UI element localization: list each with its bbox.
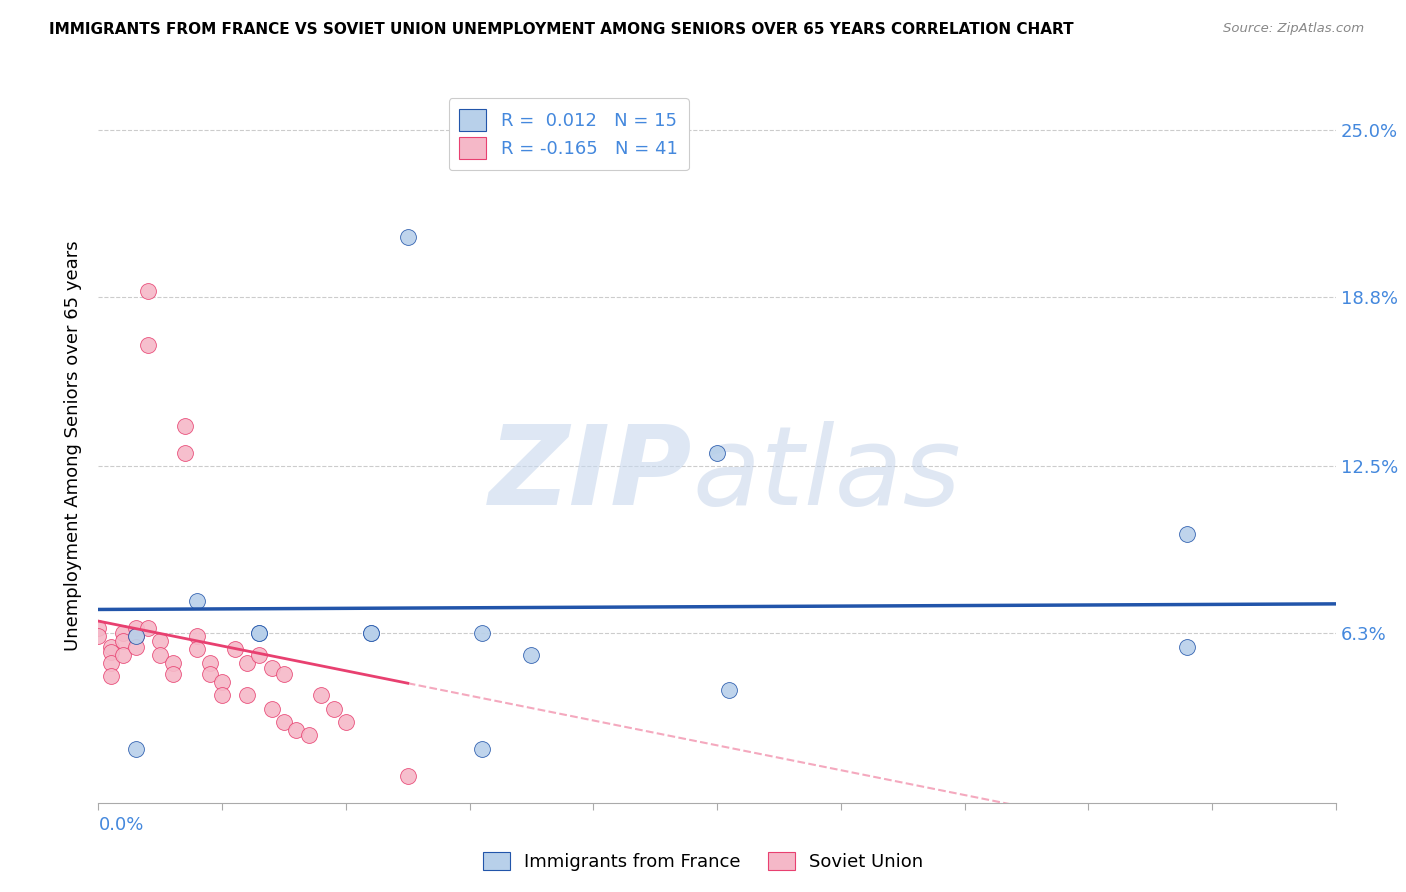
Point [100,645,122,659]
Point [87,629,110,643]
Point [520,648,543,662]
Y-axis label: Unemployment Among Seniors over 65 years: Unemployment Among Seniors over 65 years [65,241,83,651]
Point [1175,640,1198,654]
Point [100,640,122,654]
Point [718,682,741,697]
Point [260,701,283,715]
Point [211,674,233,689]
Point [298,729,321,743]
Point [273,714,295,729]
Point [112,626,135,640]
Point [124,742,146,756]
Point [136,284,159,298]
Point [100,656,122,670]
Point [247,626,270,640]
Point [309,688,332,702]
Point [396,769,419,783]
Point [124,629,146,643]
Text: 0.0%: 0.0% [98,815,143,834]
Point [124,640,146,654]
Point [174,446,197,460]
Point [360,626,382,640]
Text: atlas: atlas [692,421,960,528]
Point [198,666,221,681]
Text: IMMIGRANTS FROM FRANCE VS SOVIET UNION UNEMPLOYMENT AMONG SENIORS OVER 65 YEARS : IMMIGRANTS FROM FRANCE VS SOVIET UNION U… [49,22,1074,37]
Point [322,701,344,715]
Point [149,634,172,648]
Point [87,621,110,635]
Text: Source: ZipAtlas.com: Source: ZipAtlas.com [1223,22,1364,36]
Point [100,669,122,683]
Point [124,621,146,635]
Point [186,629,208,643]
Point [471,626,494,640]
Point [186,594,208,608]
Point [236,688,259,702]
Point [112,634,135,648]
Point [136,338,159,352]
Legend: R =  0.012   N = 15, R = -0.165   N = 41: R = 0.012 N = 15, R = -0.165 N = 41 [449,98,689,170]
Point [273,666,295,681]
Legend: Immigrants from France, Soviet Union: Immigrants from France, Soviet Union [475,845,931,879]
Point [360,626,382,640]
Point [260,661,283,675]
Point [162,666,184,681]
Point [174,418,197,433]
Point [1175,526,1198,541]
Point [247,626,270,640]
Point [236,656,259,670]
Point [211,688,233,702]
Point [112,648,135,662]
Point [198,656,221,670]
Point [335,714,357,729]
Point [285,723,308,737]
Point [162,656,184,670]
Point [136,621,159,635]
Point [149,648,172,662]
Point [224,642,246,657]
Point [124,629,146,643]
Point [471,742,494,756]
Text: ZIP: ZIP [489,421,692,528]
Point [396,230,419,244]
Point [706,446,728,460]
Point [186,642,208,657]
Point [247,648,270,662]
